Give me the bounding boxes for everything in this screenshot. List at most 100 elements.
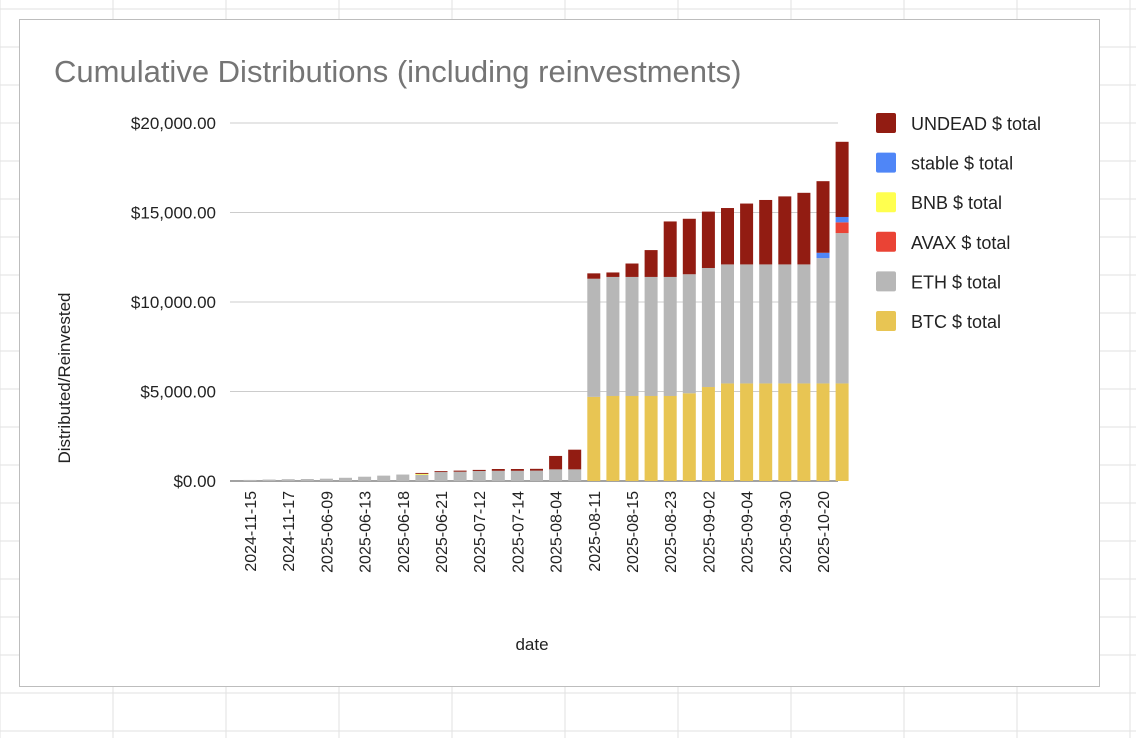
bar-segment xyxy=(472,470,486,481)
bar-segment xyxy=(453,470,467,472)
legend-item: stable $ total xyxy=(876,152,1013,174)
y-tick-label: $5,000.00 xyxy=(140,383,216,402)
x-tick-label: 2025-10-20 xyxy=(816,491,833,573)
bar-segment xyxy=(319,478,333,481)
bar-segment xyxy=(625,395,639,481)
bar-segment xyxy=(701,267,715,388)
bar-segment xyxy=(682,218,696,275)
x-tick-label: 2025-06-18 xyxy=(396,491,413,573)
bar-segment xyxy=(243,479,257,481)
legend-swatch xyxy=(876,192,896,213)
bar-segment xyxy=(530,468,543,471)
bar-segment xyxy=(606,395,620,481)
legend-label: stable $ total xyxy=(911,154,1013,174)
legend-label: AVAX $ total xyxy=(911,233,1010,253)
stacked-bar-chart: Cumulative Distributions (including rein… xyxy=(54,54,1041,654)
bar-segment xyxy=(530,470,543,481)
bar-segment xyxy=(644,250,658,277)
bar-segment xyxy=(587,278,601,397)
bar-segment xyxy=(606,276,620,396)
bar-segment xyxy=(663,395,677,481)
bar-segment xyxy=(835,216,849,223)
y-tick-label: $20,000.00 xyxy=(131,114,216,133)
bar-segment xyxy=(434,471,448,473)
x-tick-label: 2024-11-15 xyxy=(243,491,260,572)
bar-segment xyxy=(587,396,601,481)
x-tick-label: 2025-08-04 xyxy=(549,491,566,573)
bar-segment xyxy=(816,181,830,253)
x-tick-label: 2025-09-02 xyxy=(701,491,718,573)
y-tick-label: $15,000.00 xyxy=(131,204,216,223)
bar-segment xyxy=(510,469,524,471)
bar-segment xyxy=(816,252,830,259)
x-tick-label: 2025-08-23 xyxy=(663,491,680,573)
bar-segment xyxy=(472,469,486,471)
x-tick-label: 2025-07-12 xyxy=(472,491,489,573)
bar-segment xyxy=(759,199,773,265)
y-axis-title: Distributed/Reinvested xyxy=(55,292,74,463)
bar-segment xyxy=(415,473,429,475)
bar-segment xyxy=(491,469,505,471)
x-tick-label: 2025-09-30 xyxy=(778,491,795,573)
bar-segment xyxy=(816,383,830,481)
bar-segment xyxy=(797,192,811,265)
bar-segment xyxy=(415,474,429,481)
bar-segment xyxy=(797,264,811,384)
bar-segment xyxy=(721,383,734,481)
bar-segment xyxy=(415,472,429,474)
bar-segment xyxy=(625,276,639,396)
bar-segment xyxy=(740,203,754,265)
x-tick-label: 2025-08-15 xyxy=(625,491,642,573)
x-tick-label: 2025-06-13 xyxy=(358,491,375,573)
bar-segment xyxy=(682,393,696,481)
bar-segment xyxy=(358,476,372,481)
chart-container[interactable]: Cumulative Distributions (including rein… xyxy=(19,19,1100,687)
legend-swatch xyxy=(876,113,896,133)
legend-swatch xyxy=(876,311,896,331)
bar-segment xyxy=(568,469,582,481)
bar-segment xyxy=(663,221,677,277)
x-tick-label: 2024-11-17 xyxy=(281,491,298,572)
bar-segment xyxy=(434,472,448,481)
y-axis-ticks: $0.00 $5,000.00 $10,000.00 $15,000.00 $20,00… xyxy=(131,114,216,491)
x-axis-title: date xyxy=(515,635,548,654)
y-tick-label: $10,000.00 xyxy=(131,293,216,312)
bar-segment xyxy=(377,475,391,481)
bar-segment xyxy=(701,387,715,481)
bar-segment xyxy=(644,276,658,396)
legend-label: ETH $ total xyxy=(911,272,1001,292)
legend-item: ETH $ total xyxy=(876,271,1001,292)
bar-segment xyxy=(740,383,754,481)
chart-title: Cumulative Distributions (including rein… xyxy=(54,54,741,89)
legend-item: BNB $ total xyxy=(876,192,1002,213)
y-tick-label: $0.00 xyxy=(173,472,216,491)
bar-segment xyxy=(510,470,524,481)
bar-segment xyxy=(778,196,792,265)
legend-item: BTC $ total xyxy=(876,311,1001,332)
bar-segment xyxy=(281,479,295,481)
bar-segment xyxy=(778,264,792,384)
bar-segment xyxy=(339,477,352,481)
legend-label: BNB $ total xyxy=(911,193,1002,213)
legend-label: BTC $ total xyxy=(911,312,1001,332)
bar-series xyxy=(243,141,849,481)
bar-segment xyxy=(682,274,696,394)
bar-segment xyxy=(625,263,639,277)
legend-item: AVAX $ total xyxy=(876,231,1010,253)
bar-segment xyxy=(587,273,601,279)
bar-segment xyxy=(262,479,276,481)
bar-segment xyxy=(549,469,563,481)
bar-segment xyxy=(778,383,792,481)
bar-segment xyxy=(759,383,773,481)
x-tick-label: 2025-06-09 xyxy=(319,491,336,573)
bar-segment xyxy=(491,470,505,481)
bar-segment xyxy=(549,455,563,470)
bar-segment xyxy=(721,208,734,265)
legend-swatch xyxy=(876,231,896,252)
bar-segment xyxy=(721,264,734,384)
x-axis-ticks: 2024-11-15 2024-11-17 2025-06-09 2025-06-13… xyxy=(243,491,833,573)
x-tick-label: 2025-06-21 xyxy=(434,491,451,573)
bar-segment xyxy=(453,471,467,481)
bar-segment xyxy=(835,222,849,234)
bar-segment xyxy=(396,474,410,481)
